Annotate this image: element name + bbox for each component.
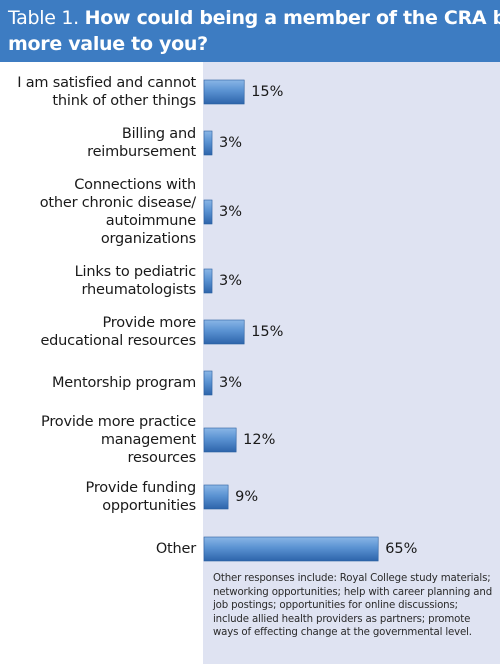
category-label-line: organizations bbox=[100, 231, 196, 247]
footnote: Other responses include: Royal College s… bbox=[213, 573, 493, 638]
table-header: Table 1. How could being a member of the… bbox=[0, 0, 500, 62]
category-label-line: opportunities bbox=[102, 498, 196, 514]
category-label-line: resources bbox=[127, 450, 197, 466]
category-label-3: Links to pediatric rheumatologists bbox=[74, 263, 197, 299]
value-label-3: 3% bbox=[219, 273, 243, 289]
value-label-7: 9% bbox=[235, 489, 259, 505]
category-label-line: Connections with bbox=[74, 177, 196, 193]
category-label-8: Other bbox=[156, 540, 196, 558]
category-label-line: rheumatologists bbox=[81, 282, 196, 298]
bar-8 bbox=[203, 536, 379, 562]
category-label-4: Provide more educational resources bbox=[40, 314, 196, 350]
category-label-0: I am satisfied and cannot think of other … bbox=[17, 74, 196, 110]
bar-3 bbox=[203, 268, 213, 294]
category-label-line: Provide more practice bbox=[41, 414, 196, 430]
bar-6 bbox=[203, 427, 237, 453]
bar-2 bbox=[203, 199, 213, 225]
value-label-8: 65% bbox=[385, 541, 418, 557]
value-label-1: 3% bbox=[219, 135, 243, 151]
category-label-line: Provide funding bbox=[85, 480, 197, 496]
value-label-5: 3% bbox=[219, 375, 243, 391]
category-label-7: Provide funding opportunities bbox=[85, 479, 197, 515]
bar-7 bbox=[203, 484, 229, 510]
value-label-0: 15% bbox=[251, 84, 284, 100]
bar-4 bbox=[203, 319, 245, 345]
category-label-line: Provide more bbox=[102, 315, 196, 331]
table-title-text: How could being a member of the CRA brin… bbox=[84, 7, 500, 29]
table-title-line1: Table 1. How could being a member of the… bbox=[8, 7, 500, 29]
table-title-line2: more value to you? bbox=[8, 33, 208, 55]
category-label-line: Links to pediatric bbox=[74, 264, 197, 280]
category-label-1: Billing and reimbursement bbox=[87, 125, 196, 161]
category-label-2: Connections with other chronic disease/au… bbox=[40, 176, 196, 248]
category-label-line: I am satisfied and cannot bbox=[17, 75, 196, 91]
category-label-line: think of other things bbox=[52, 93, 196, 109]
chart-panel-background bbox=[203, 62, 500, 664]
value-label-2: 3% bbox=[219, 204, 243, 220]
category-label-line: educational resources bbox=[40, 333, 196, 349]
bar-0 bbox=[203, 79, 245, 105]
bar-1 bbox=[203, 130, 213, 156]
table-label: Table 1. bbox=[8, 7, 79, 29]
category-label-line: management bbox=[100, 432, 196, 448]
category-label-6: Provide more practice management resources bbox=[41, 413, 196, 467]
category-label-line: reimbursement bbox=[87, 144, 196, 160]
value-label-4: 15% bbox=[251, 324, 284, 340]
category-label-line: Mentorship program bbox=[51, 375, 196, 391]
bar-5 bbox=[203, 370, 213, 396]
category-label-5: Mentorship program bbox=[52, 374, 196, 392]
category-label-line: other chronic disease/ bbox=[39, 195, 196, 211]
category-label-line: Billing and bbox=[121, 126, 196, 142]
value-label-6: 12% bbox=[243, 432, 276, 448]
category-label-line: Other bbox=[155, 541, 196, 557]
category-label-line: autoimmune bbox=[105, 213, 196, 229]
